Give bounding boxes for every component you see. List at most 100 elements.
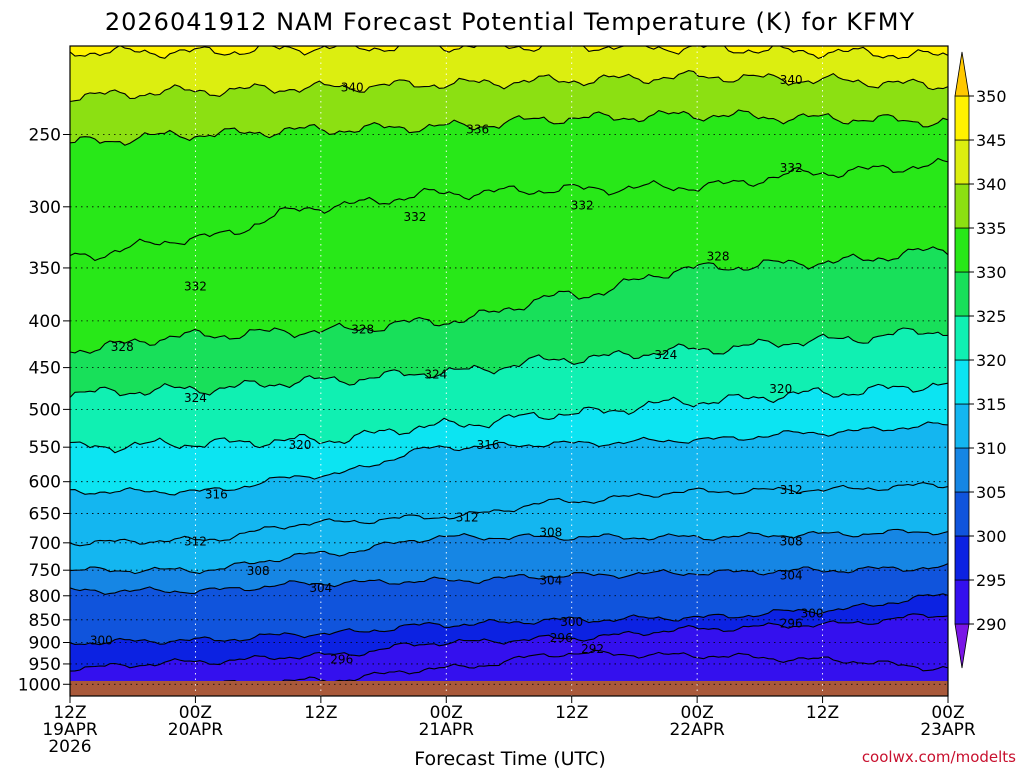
- y-tick-label: 1000: [18, 675, 61, 695]
- contour-label: 300: [801, 607, 824, 621]
- y-tick-label: 950: [29, 655, 61, 675]
- isotherm-332: [70, 157, 948, 262]
- contour-label: 304: [309, 581, 332, 595]
- theta-band: [70, 593, 948, 672]
- contour-label: 328: [111, 340, 134, 354]
- theta-band: [70, 383, 948, 495]
- x-tick-label: 00Z: [430, 703, 463, 723]
- chart-title: 2026041912 NAM Forecast Potential Temper…: [105, 8, 915, 36]
- plot-frame: [69, 45, 949, 697]
- theta-band: [70, 563, 948, 645]
- theta-band: [70, 328, 948, 453]
- isotherm-300: [70, 593, 948, 646]
- x-tick-label: 12Z: [53, 703, 86, 723]
- colorbar-swatch: [954, 139, 970, 185]
- contour-lines: [70, 46, 948, 691]
- x-axis-label: Forecast Time (UTC): [414, 748, 605, 768]
- y-tick-label: 300: [29, 198, 61, 218]
- colorbar-label: 345: [976, 131, 1007, 150]
- grid-lines: [69, 46, 949, 696]
- x-tick-label: 2026: [48, 737, 91, 757]
- contour-label: 336: [466, 123, 489, 137]
- theta-band: [70, 70, 948, 146]
- credit-text: coolwx.com/modelts: [862, 748, 1016, 766]
- x-tick-label: 21APR: [419, 720, 475, 740]
- x-tick-label: 12Z: [806, 703, 839, 723]
- theta-band: [70, 529, 948, 595]
- colorbar-label: 315: [976, 395, 1007, 414]
- contour-labels: 340 340 336 332 332 332 332 328 328 328 324 324 324 3…: [90, 73, 824, 667]
- x-tick-label: 00Z: [681, 703, 714, 723]
- isotherm-304: [70, 563, 948, 595]
- y-tick-label: 600: [29, 473, 61, 493]
- contour-label: 328: [351, 323, 374, 337]
- contour-label: 324: [184, 391, 207, 405]
- colorbar-swatch: [954, 51, 970, 97]
- contour-label: 332: [403, 210, 426, 224]
- x-tick-label: 00Z: [179, 703, 212, 723]
- isotherm-296: [70, 613, 948, 672]
- colorbar-swatch: [954, 403, 970, 449]
- theta-band-top: [70, 46, 948, 59]
- y-tick-label: 700: [29, 534, 61, 554]
- theta-band: [70, 110, 948, 261]
- isotherm-336: [70, 109, 948, 146]
- isotherm-316: [70, 421, 948, 496]
- isotherm-344: [70, 46, 948, 60]
- contour-label: 308: [247, 564, 270, 578]
- colorbar-swatch: [954, 183, 970, 229]
- y-tick-label: 850: [29, 611, 61, 631]
- contour-label: 296: [550, 631, 573, 645]
- contour-label: 308: [780, 535, 803, 549]
- y-tick-label: 550: [29, 438, 61, 458]
- colorbar-swatch: [954, 579, 970, 625]
- contour-label: 332: [184, 280, 207, 294]
- contour-label: 312: [456, 511, 479, 525]
- colorbar-label: 290: [976, 615, 1007, 634]
- isotherm-328: [70, 246, 948, 354]
- contour-label: 324: [654, 348, 677, 362]
- colorbar-label: 310: [976, 439, 1007, 458]
- contour-label: 312: [184, 535, 207, 549]
- contour-label: 292: [581, 642, 604, 656]
- isotherm-340: [70, 70, 948, 103]
- colorbar-swatch: [954, 535, 970, 581]
- contour-label: 324: [424, 368, 447, 382]
- x-tick-label: 23APR: [920, 720, 976, 740]
- theta-band: [70, 158, 948, 354]
- ground-strip: [70, 681, 948, 696]
- contour-label: 304: [539, 574, 562, 588]
- y-tick-label: 900: [29, 633, 61, 653]
- colorbar-label: 330: [976, 263, 1007, 282]
- contour-label: 300: [90, 633, 113, 647]
- y-tick-label: 250: [29, 125, 61, 145]
- colorbar-label: 305: [976, 483, 1007, 502]
- plot-area: [70, 46, 948, 696]
- colorbar-swatch: [954, 271, 970, 317]
- x-tick-label: 22APR: [669, 720, 725, 740]
- colorbar-swatch: [954, 491, 970, 537]
- colorbar-swatch: [954, 447, 970, 493]
- colorbar: 290 295 300 305 310 315 320 325 330 335 340 345 350: [954, 51, 1007, 669]
- contour-label: 300: [560, 615, 583, 629]
- y-axis: 2503003504004505005506006507007508008509…: [18, 125, 70, 695]
- colorbar-swatch: [954, 95, 970, 141]
- colorbar-swatch: [954, 359, 970, 405]
- contour-label: 332: [780, 161, 803, 175]
- x-tick-label: 19APR: [42, 720, 98, 740]
- contour-label: 328: [707, 249, 730, 263]
- contour-label: 332: [571, 198, 594, 212]
- contour-label: 320: [769, 382, 792, 396]
- contour-label: 316: [205, 488, 228, 502]
- contour-label: 304: [780, 568, 803, 582]
- x-tick-label: 00Z: [931, 703, 964, 723]
- y-tick-label: 500: [29, 400, 61, 420]
- colorbar-label: 320: [976, 351, 1007, 370]
- isotherm-312: [70, 482, 948, 547]
- theta-band: [70, 482, 948, 574]
- theta-band: [70, 246, 948, 398]
- colorbar-label: 350: [976, 87, 1007, 106]
- colorbar-label: 335: [976, 219, 1007, 238]
